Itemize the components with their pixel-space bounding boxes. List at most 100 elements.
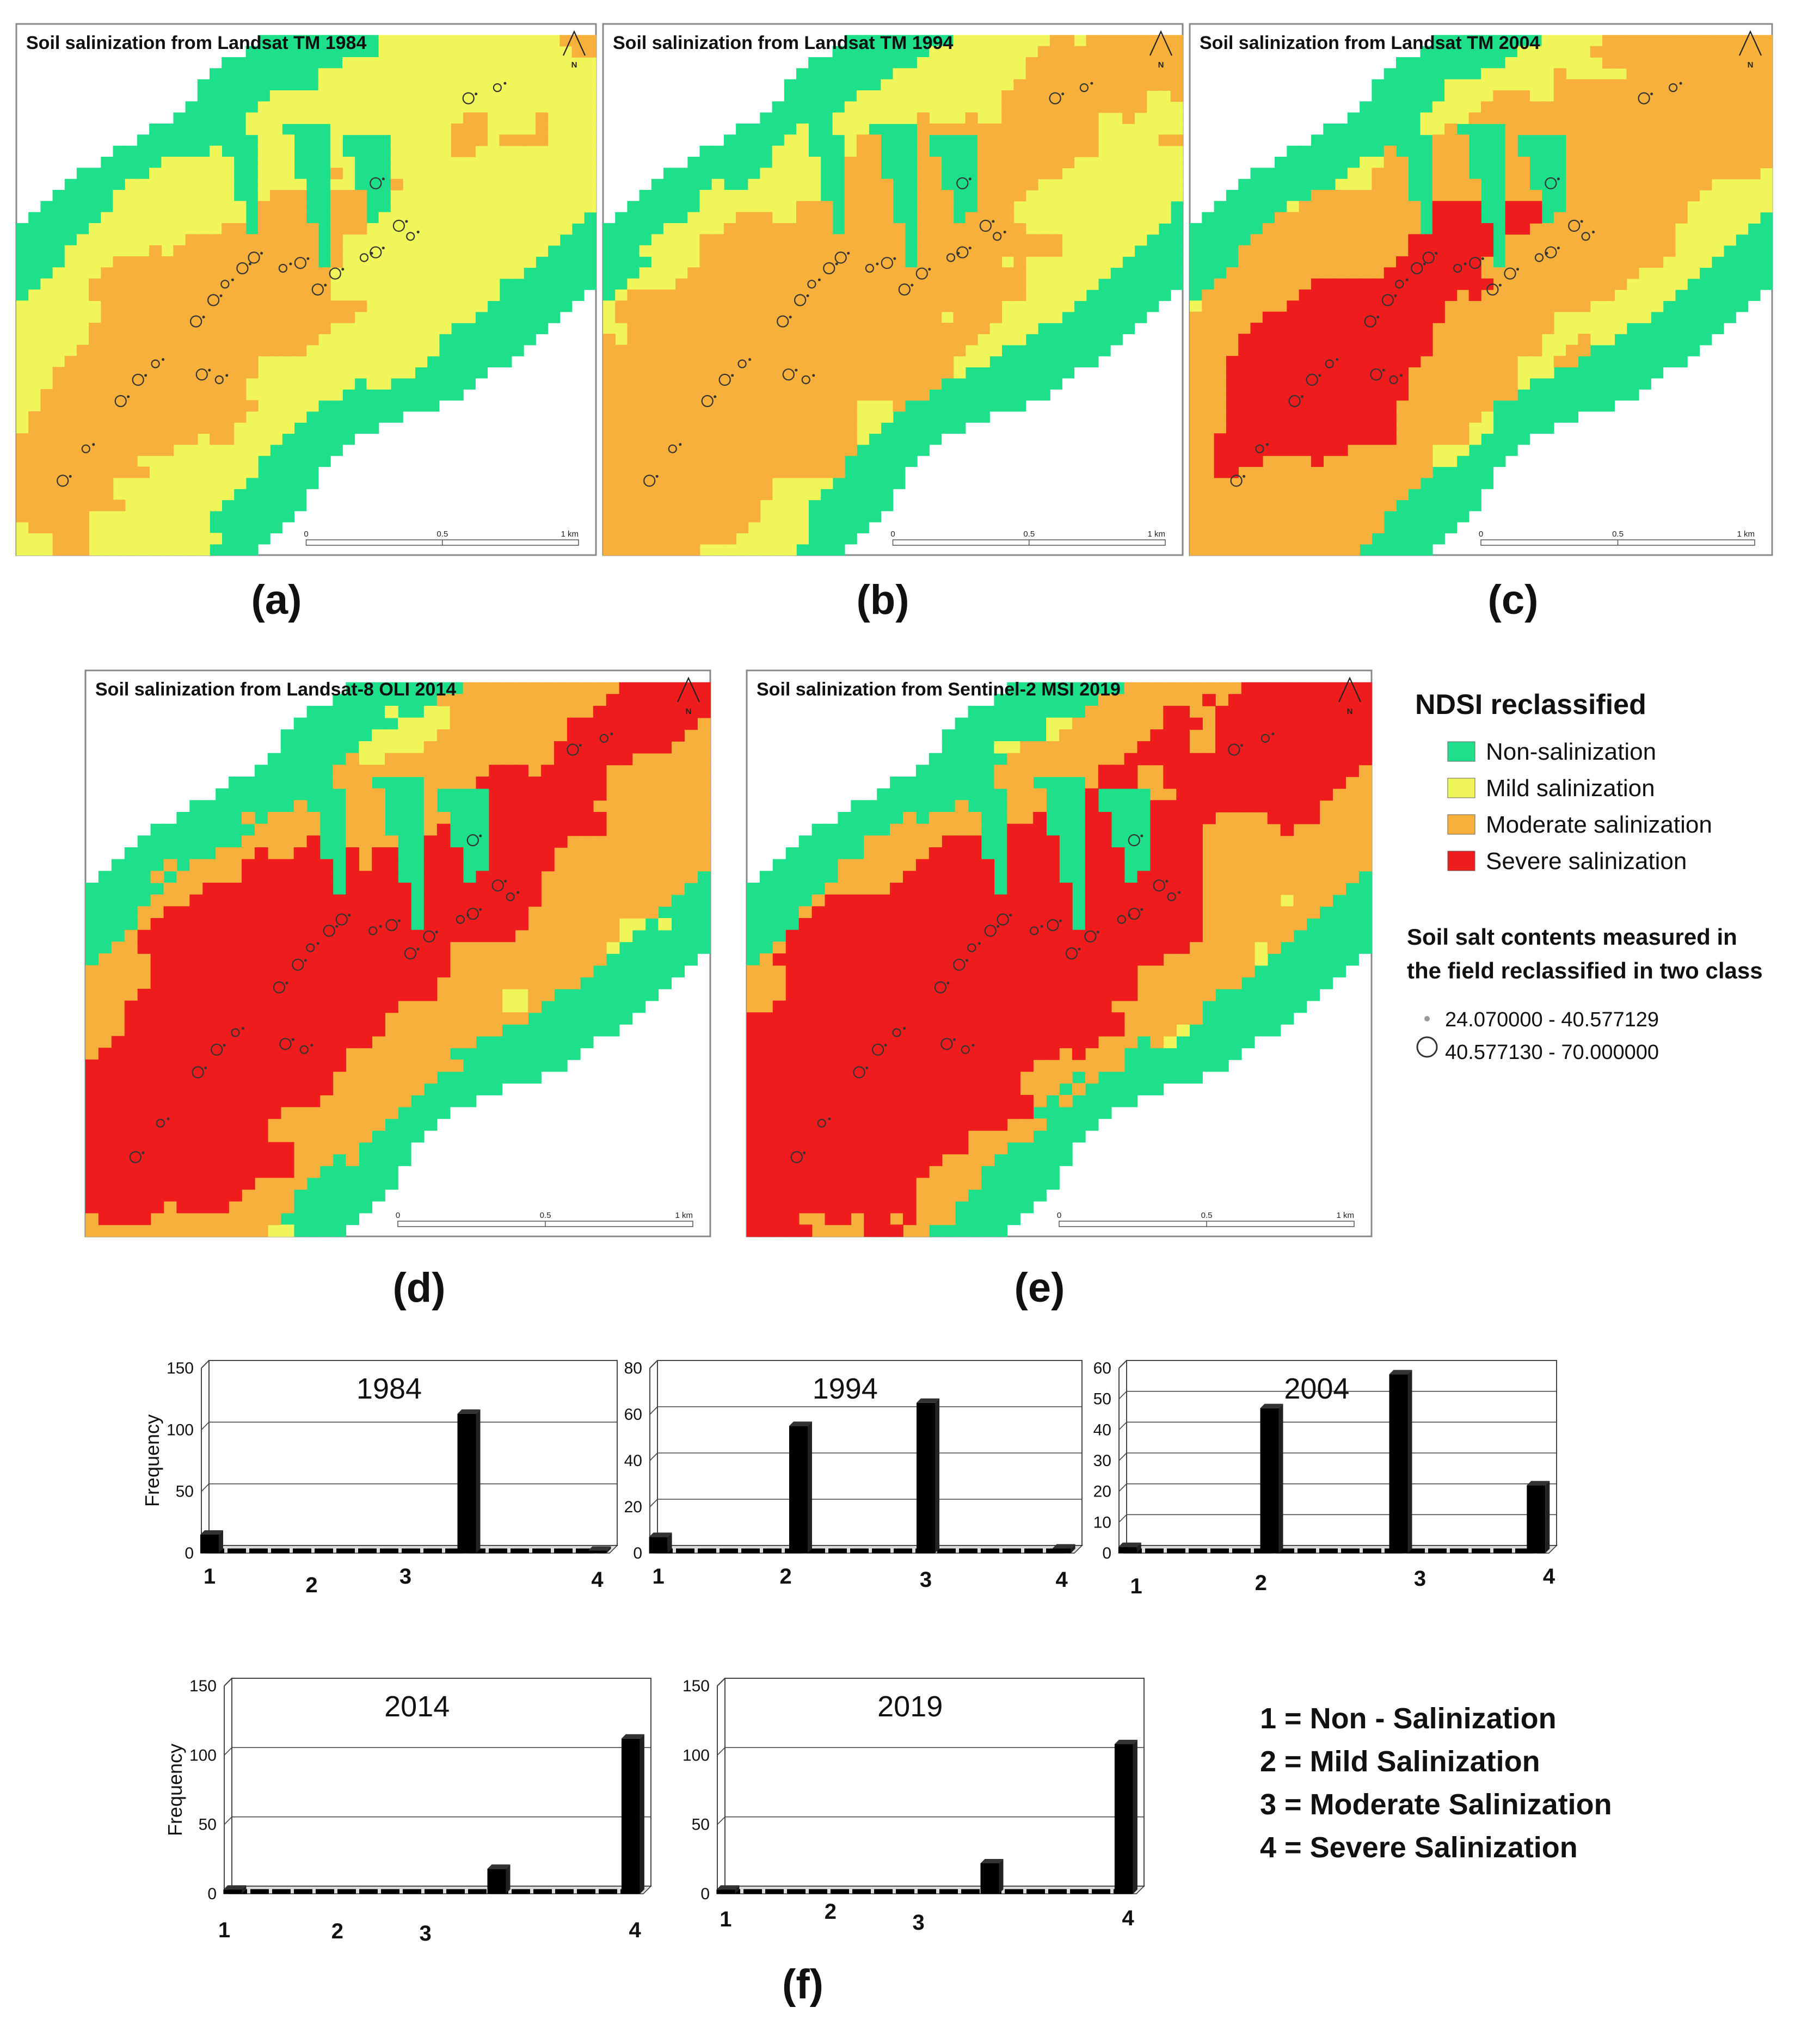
sample-dot <box>405 220 408 223</box>
x-category-label: 2 <box>779 1565 791 1588</box>
map-title: Soil salinization from Landsat TM 1984 <box>26 33 366 53</box>
map-title: Soil salinization from Landsat TM 1994 <box>613 33 953 53</box>
sample-dot <box>1078 947 1081 951</box>
sample-dot <box>231 278 234 281</box>
sample-dot <box>324 284 327 287</box>
bar-chart-1984: 0 50 100 150 1 2 3 4 1984 Frequency <box>141 1359 618 1597</box>
class-non-salinization <box>603 35 1183 556</box>
sample-dot <box>968 177 972 181</box>
sample-circle <box>817 1118 826 1128</box>
map-title: Soil salinization from Sentinel-2 MSI 20… <box>757 679 1121 700</box>
sample-dot <box>223 1044 226 1047</box>
sample-dot <box>1140 834 1143 838</box>
plot-back-wall <box>208 1360 618 1546</box>
north-arrow-icon <box>1149 30 1173 56</box>
sample-circle <box>220 280 230 289</box>
sample-circle <box>1381 294 1394 306</box>
class-non-salinization <box>16 35 597 556</box>
sample-dot <box>202 316 205 319</box>
sample-circle <box>207 294 220 306</box>
y-tick-label: 100 <box>682 1746 710 1764</box>
ndsi-legend: NDSI reclassified Non-salinization Mild … <box>1407 689 1763 1064</box>
sample-circle <box>1029 926 1039 935</box>
sample-circle <box>279 1038 292 1050</box>
sample-dot <box>285 981 288 984</box>
sample-circle <box>156 1118 165 1128</box>
sample-circle <box>81 444 90 453</box>
panel-label-a: (a) <box>251 577 302 623</box>
sample-circle <box>493 83 502 93</box>
sample-circle <box>1422 251 1435 264</box>
legend-swatch-mild <box>1447 778 1475 798</box>
sample-circle <box>1545 177 1557 189</box>
sample-dot <box>977 942 981 945</box>
sample-circle <box>946 253 956 262</box>
y-tick-label: 20 <box>1093 1483 1111 1501</box>
sample-dot <box>1040 925 1043 928</box>
y-tick-label: 80 <box>624 1359 642 1377</box>
sample-circle <box>195 368 208 381</box>
sample-dot <box>679 443 682 446</box>
bar-cat-4 <box>621 1734 644 1894</box>
class-moderate-salinization <box>603 35 1183 556</box>
sample-circle <box>57 475 69 487</box>
y-tick-label: 50 <box>176 1483 194 1501</box>
sample-circle <box>129 1151 142 1163</box>
scale-bar: 0 0.5 1 km <box>1057 1211 1355 1227</box>
sample-dot <box>946 981 950 984</box>
points-legend-title-1: Soil salt contents measured in <box>1407 924 1737 950</box>
sample-circle <box>311 283 324 296</box>
x-category-label: 4 <box>1122 1906 1134 1930</box>
sample-circle <box>1504 267 1516 280</box>
sample-circle <box>329 267 341 280</box>
scale-bar: 0 0.5 1 km <box>304 529 579 546</box>
sample-circle <box>1261 734 1270 743</box>
sample-dot <box>817 278 821 281</box>
sample-circle <box>1079 83 1089 93</box>
chart-title: 2014 <box>384 1690 450 1723</box>
sample-circle <box>1568 219 1581 232</box>
sample-dot <box>579 744 582 747</box>
y-tick-label: 150 <box>189 1677 217 1695</box>
sample-circle <box>1153 879 1165 892</box>
sample-circle <box>940 1038 953 1050</box>
y-tick-label: 40 <box>1093 1421 1111 1439</box>
sample-dot <box>1061 93 1065 96</box>
bar-cat-2 <box>789 1421 812 1553</box>
y-tick-label: 30 <box>1093 1452 1111 1470</box>
sample-dot <box>144 374 147 377</box>
sample-circle <box>1486 283 1499 296</box>
bar-chart-2004: 0 10 20 30 40 50 60 1 2 3 4 2004 <box>1093 1359 1558 1598</box>
y-tick-label: 150 <box>682 1677 710 1695</box>
category-legend-3: 3 = Moderate Salinization <box>1260 1788 1612 1821</box>
sample-circle <box>1325 359 1334 368</box>
class-mild-salinization <box>603 35 1183 556</box>
sample-circle <box>278 263 288 273</box>
x-category-label: 3 <box>912 1911 924 1935</box>
sample-dot <box>828 1117 831 1120</box>
scale-tick-label: 0.5 <box>540 1211 551 1220</box>
scale-bar: 0 0.5 1 km <box>1479 529 1755 546</box>
sample-dot <box>291 1038 294 1041</box>
scale-tick-label: 0.5 <box>436 529 448 539</box>
sample-dot <box>162 358 165 361</box>
sample-dot <box>1240 744 1243 747</box>
sample-circle <box>871 1043 884 1056</box>
sample-dot <box>714 395 717 398</box>
panel-label-f: (f) <box>782 1961 823 2008</box>
sample-dot <box>219 294 223 297</box>
field-sample-points <box>57 82 507 487</box>
sample-dot <box>341 268 345 271</box>
sample-circle <box>967 943 976 952</box>
sample-dot <box>748 358 752 361</box>
bar-cat-1 <box>716 1885 740 1894</box>
sample-dot <box>847 251 850 255</box>
north-arrow-icon <box>1738 30 1762 56</box>
sample-circle <box>1638 92 1650 104</box>
sample-dot <box>1580 220 1583 223</box>
y-tick-label: 20 <box>624 1498 642 1516</box>
sample-circle <box>790 1151 803 1163</box>
north-label: N <box>571 60 577 70</box>
sample-circle <box>643 475 656 487</box>
x-category-label: 3 <box>920 1568 932 1592</box>
